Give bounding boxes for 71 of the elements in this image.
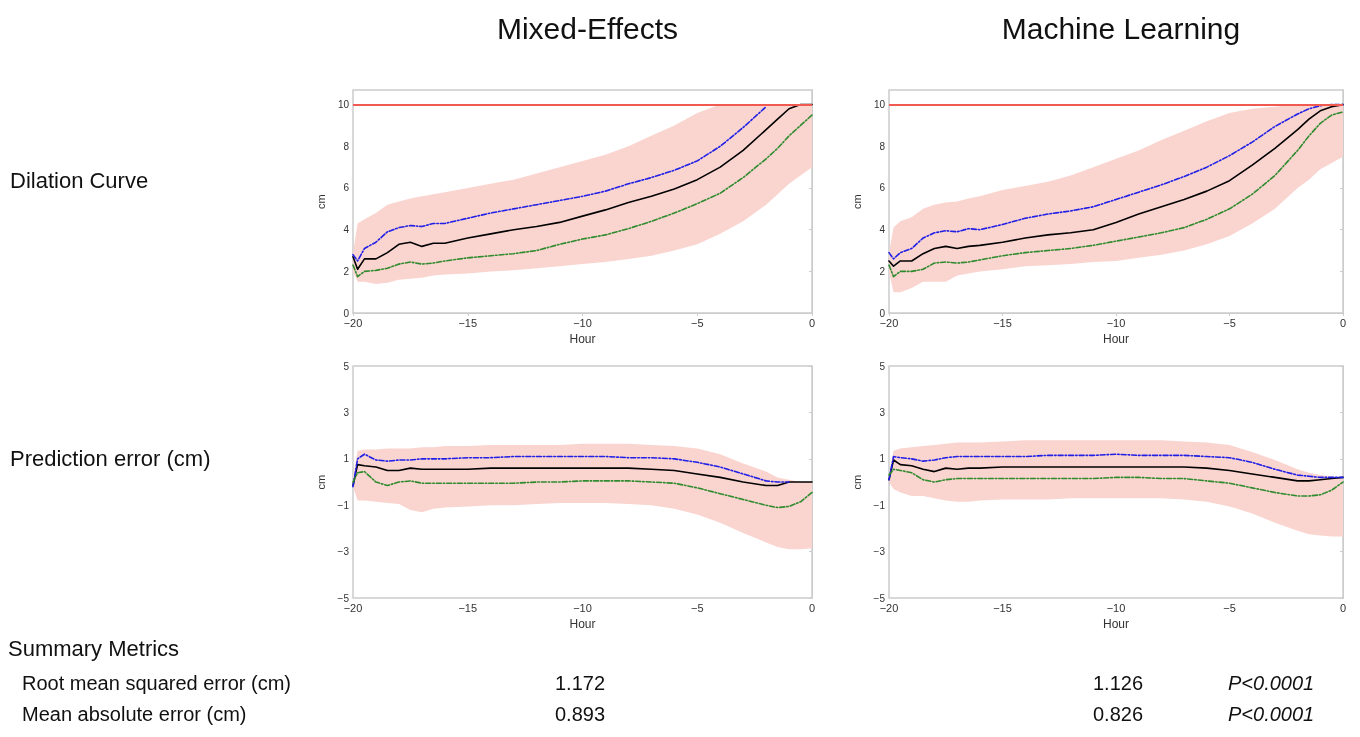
- x-tick-label: −20: [879, 601, 899, 614]
- x-tick-label: −10: [1106, 316, 1126, 329]
- line-series: [352, 453, 790, 488]
- x-axis-title: Hour: [1102, 617, 1130, 631]
- text: Mean absolute error (cm): [22, 703, 247, 726]
- x-tick-label: −20: [879, 316, 899, 329]
- y-axis-title: cm: [851, 194, 864, 209]
- text: P<0.0001: [1228, 703, 1315, 726]
- text: 1.126: [1093, 672, 1144, 695]
- x-tick-label: −10: [1106, 601, 1126, 614]
- y-tick-label: −5: [873, 592, 886, 604]
- y-axis-title: cm: [315, 194, 328, 209]
- y-tick-label: 3: [343, 406, 350, 418]
- y-tick-label: 5: [343, 360, 350, 372]
- y-tick-label: 8: [343, 140, 350, 152]
- y-tick-label: −3: [873, 546, 886, 558]
- text: 0.893: [555, 703, 606, 726]
- y-tick-label: 4: [343, 224, 350, 236]
- line-series: [888, 468, 1344, 497]
- x-tick-label: 0: [808, 316, 816, 329]
- x-tick-label: −15: [993, 601, 1012, 614]
- x-axis-title: Hour: [1102, 332, 1130, 346]
- line-series: [352, 463, 813, 487]
- line-series: [888, 453, 1344, 481]
- y-tick-label: 1: [343, 453, 350, 465]
- y-tick-label: 2: [343, 265, 350, 277]
- x-axis-title: Hour: [569, 617, 596, 631]
- chart-title: Mixed-Effects: [496, 11, 679, 45]
- x-tick-label: −5: [690, 316, 704, 329]
- y-axis-title: cm: [851, 474, 864, 490]
- x-tick-label: −10: [573, 316, 592, 329]
- y-tick-label: 10: [337, 99, 350, 111]
- x-tick-label: 0: [1339, 316, 1347, 329]
- y-tick-label: 6: [879, 182, 886, 194]
- y-tick-label: 6: [343, 182, 350, 194]
- x-tick-label: 0: [808, 601, 816, 614]
- y-tick-label: 2: [879, 265, 886, 277]
- y-tick-label: 1: [879, 453, 886, 465]
- text: P<0.0001: [1228, 672, 1315, 695]
- y-tick-label: 0: [879, 307, 886, 319]
- x-tick-label: −15: [458, 316, 478, 329]
- x-tick-label: −10: [573, 601, 592, 614]
- y-tick-label: −1: [337, 499, 350, 511]
- line-series: [352, 470, 813, 509]
- x-tick-label: −5: [690, 601, 704, 614]
- text: 0.826: [1093, 703, 1144, 726]
- line-series: [352, 105, 767, 262]
- y-axis-title: cm: [315, 474, 328, 490]
- y-tick-label: −3: [337, 546, 350, 558]
- x-tick-label: −15: [458, 601, 478, 614]
- x-tick-label: 0: [1339, 601, 1347, 614]
- y-tick-label: −1: [873, 499, 886, 511]
- x-axis-title: Hour: [569, 332, 596, 346]
- x-tick-label: −20: [343, 601, 363, 614]
- x-tick-label: −20: [343, 316, 363, 329]
- text: Dilation Curve: [10, 167, 149, 193]
- text: Root mean squared error (cm): [22, 672, 291, 695]
- y-tick-label: 4: [879, 224, 886, 236]
- y-tick-label: −5: [337, 592, 350, 604]
- text: Summary Metrics: [8, 636, 180, 662]
- y-tick-label: 5: [879, 360, 886, 372]
- x-tick-label: −15: [993, 316, 1012, 329]
- y-tick-label: 3: [879, 406, 886, 418]
- y-tick-label: 0: [343, 307, 350, 319]
- y-tick-label: 10: [873, 99, 886, 111]
- chart-title: Machine Learning: [1001, 11, 1241, 45]
- text: 1.172: [555, 672, 606, 695]
- x-tick-label: −5: [1223, 601, 1236, 614]
- x-tick-label: −5: [1223, 316, 1236, 329]
- y-tick-label: 8: [879, 140, 886, 152]
- text: Prediction error (cm): [10, 446, 211, 472]
